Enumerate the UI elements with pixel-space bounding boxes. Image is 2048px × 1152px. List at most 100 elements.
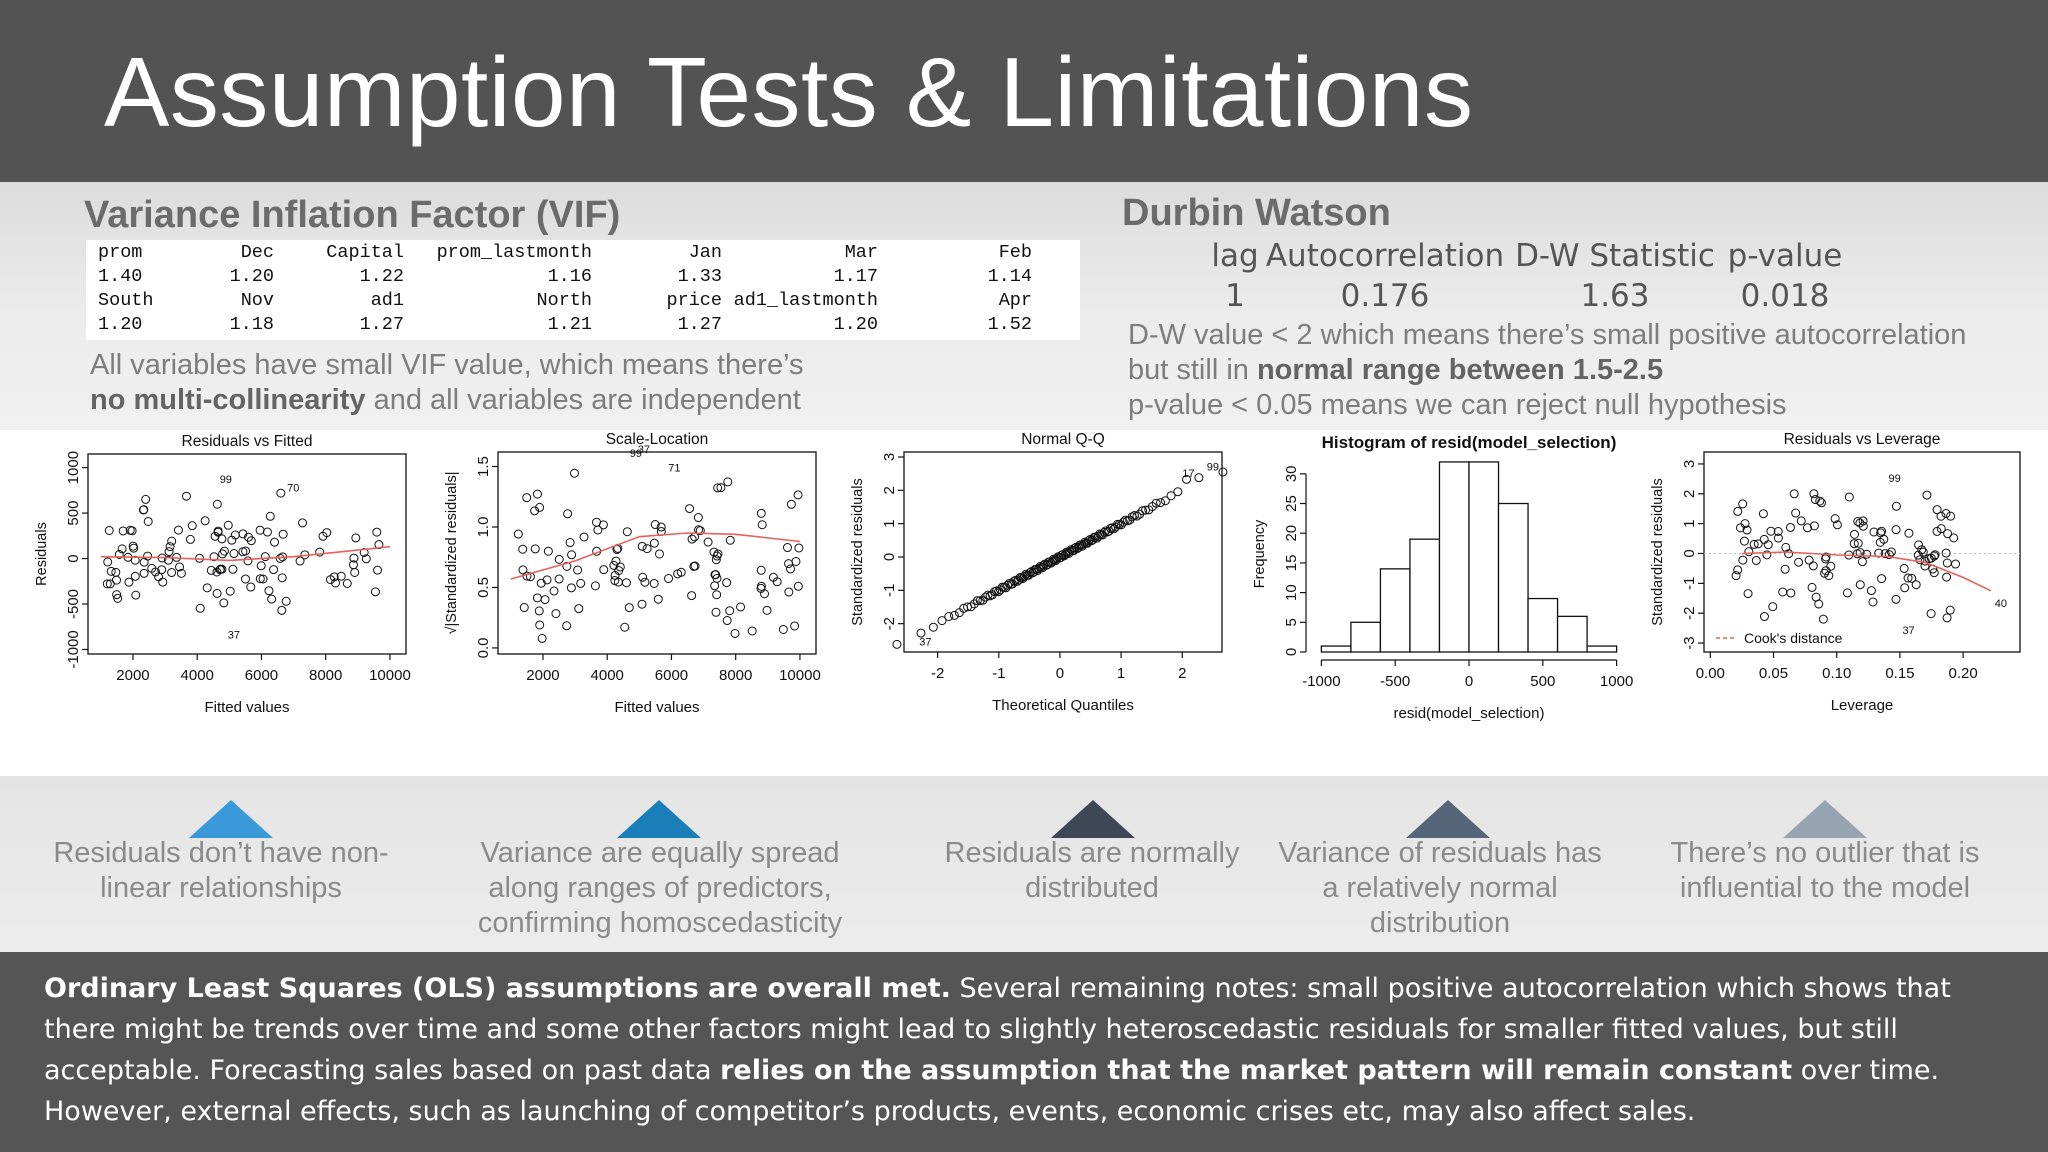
data-point	[1151, 498, 1161, 508]
dw-header-cell: p-value	[1727, 238, 1843, 274]
data-point	[690, 532, 700, 542]
data-point	[562, 561, 572, 571]
data-point	[609, 560, 619, 570]
data-point	[1173, 487, 1183, 497]
point-label: 37	[228, 630, 240, 642]
data-point	[1929, 568, 1939, 578]
data-point	[712, 551, 722, 561]
data-point	[238, 547, 248, 557]
data-point	[1160, 496, 1170, 506]
data-point	[573, 565, 583, 575]
vif-cell: North	[536, 289, 592, 311]
point-label: 17	[1182, 468, 1194, 480]
data-point	[1849, 529, 1859, 539]
pointer-triangle-1	[189, 800, 273, 838]
data-point	[262, 527, 272, 537]
data-point	[1821, 566, 1831, 576]
data-point	[374, 540, 384, 550]
vif-cell: 1.21	[547, 313, 592, 335]
data-point	[1911, 580, 1921, 590]
data-point	[1941, 548, 1951, 558]
data-point	[722, 616, 732, 626]
vif-cell: ad1	[370, 289, 404, 311]
data-point	[535, 620, 545, 630]
data-point	[200, 516, 210, 526]
data-point	[351, 533, 361, 543]
pointer-triangle-3	[1051, 800, 1135, 838]
residuals-vs-leverage-chart: Residuals vs Leverage 0.00 0.05 0.10 0.15 0.2…	[1650, 431, 2021, 714]
data-point	[118, 526, 128, 536]
dw-table: lag Autocorrelation D-W Statistic p-value 1 0…	[1205, 236, 1845, 316]
x-tick-label: -2	[931, 665, 944, 682]
x-tick-label: 0.00	[1696, 665, 1725, 682]
y-tick-label: 0	[1283, 648, 1300, 656]
dw-value-row: 1 0.176 1.63 0.018	[1205, 276, 1845, 316]
data-point	[1739, 536, 1749, 546]
data-point	[1891, 525, 1901, 535]
hist-bar	[1497, 502, 1529, 653]
y-tick-label: 30	[1283, 465, 1300, 482]
data-point	[711, 607, 721, 617]
x-tick-label: 4000	[181, 667, 214, 684]
plot-residuals-vs-leverage: Residuals vs Leverage 0.00 0.05 0.10 0.15 0.2…	[1640, 430, 2040, 776]
caption-histogram: Variance of residuals has a relatively n…	[1278, 837, 1602, 939]
data-point	[1945, 605, 1955, 615]
x-tick-label: 10000	[369, 667, 411, 684]
data-point	[1914, 540, 1924, 550]
data-point	[1766, 526, 1776, 536]
data-point	[265, 511, 275, 521]
data-point	[736, 602, 746, 612]
data-point	[1751, 555, 1761, 565]
data-point	[278, 529, 288, 539]
vif-cell: 1.20	[98, 313, 143, 335]
data-point	[650, 520, 660, 530]
dw-header-cell: D-W Statistic	[1515, 238, 1715, 274]
point-label: 37	[638, 444, 650, 456]
data-point	[954, 608, 964, 618]
y-tick-label: 15	[1283, 555, 1300, 572]
data-point	[1816, 498, 1826, 508]
data-point	[757, 520, 767, 530]
data-point	[1166, 491, 1176, 501]
dw-note: D-W value < 2 which means there’s small …	[1128, 318, 1966, 423]
x-axis-label: Fitted values	[204, 699, 289, 716]
data-point	[562, 621, 572, 631]
trend-line	[100, 545, 390, 562]
y-tick-label: -2	[1681, 607, 1698, 620]
vif-note: All variables have small VIF value, whic…	[90, 348, 804, 418]
hist-bar	[1527, 597, 1559, 653]
data-point	[1891, 501, 1901, 511]
data-point	[549, 586, 559, 596]
data-point	[1118, 517, 1128, 527]
data-point	[949, 610, 959, 620]
hist-bar	[1468, 461, 1500, 653]
data-point	[1942, 572, 1952, 582]
data-point	[350, 567, 360, 577]
data-point	[1946, 511, 1956, 521]
data-point	[129, 543, 139, 553]
x-tick-label: 0.10	[1822, 665, 1851, 682]
caption-leverage: There’s no outlier that is influential t…	[1670, 837, 1980, 904]
x-axis-label: Fitted values	[614, 699, 699, 716]
vif-cell: prom	[98, 241, 143, 263]
data-point	[653, 594, 663, 604]
data-point	[569, 468, 579, 478]
data-point	[1858, 521, 1868, 531]
plot-normal-qq: Normal Q-Q -2 -1 0 1 2 Theoretical Quantiles -2…	[840, 430, 1240, 776]
data-point	[130, 571, 140, 581]
data-point	[165, 542, 175, 552]
data-point	[1785, 522, 1795, 532]
data-point	[579, 532, 589, 542]
hist-bar	[1320, 645, 1352, 653]
y-tick-label: 2	[881, 486, 898, 494]
dw-value-cell: 1	[1225, 278, 1245, 314]
data-point	[1733, 565, 1743, 575]
interpretation-row: Residuals don’t have non-linear relation…	[0, 776, 2048, 952]
data-point	[756, 583, 766, 593]
data-point	[610, 576, 620, 586]
data-point	[255, 525, 265, 535]
data-point	[1866, 586, 1876, 596]
data-point	[167, 568, 177, 578]
vif-note-bold: no multi-collinearity	[90, 384, 366, 416]
tests-section: Variance Inflation Factor (VIF) prom Dec C…	[0, 182, 2048, 430]
